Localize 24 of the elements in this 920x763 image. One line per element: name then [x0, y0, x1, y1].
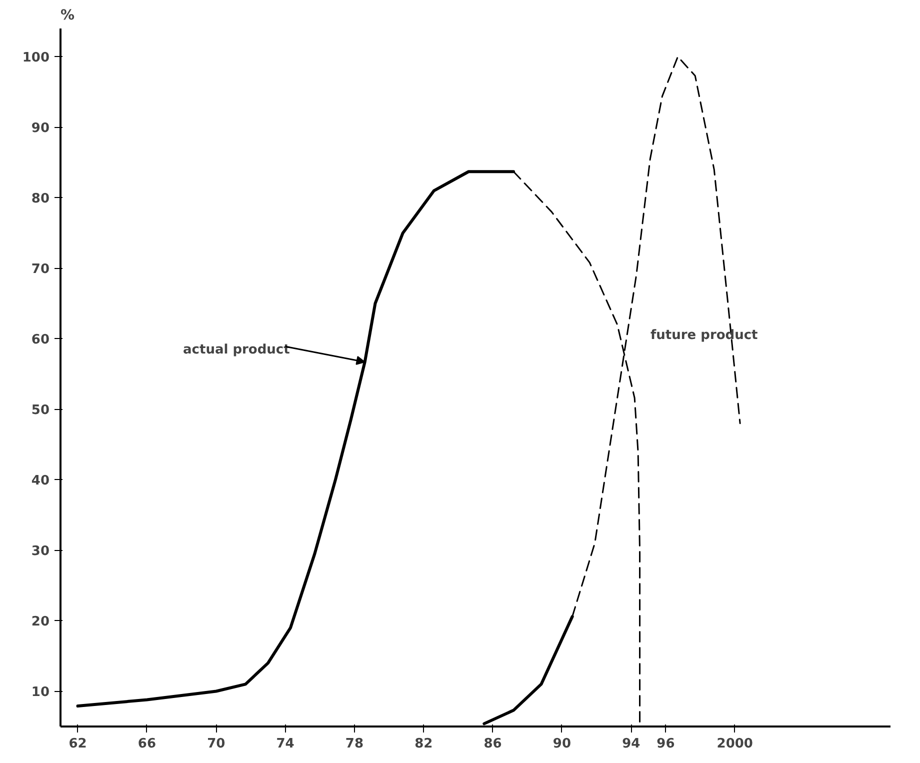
y-tick-label: 50 [31, 403, 50, 418]
x-tick-label: 90 [552, 736, 572, 752]
annotation: future product [650, 328, 758, 343]
y-axis-title: % [60, 8, 75, 24]
x-tick-label: 70 [207, 736, 226, 752]
annotation: actual product [183, 342, 290, 358]
y-tick-label: 100 [22, 50, 50, 66]
x-tick-label: 74 [276, 736, 294, 752]
y-tick-label: 70 [31, 262, 50, 278]
y-tick-label: 10 [31, 685, 50, 700]
y-tick-label: 90 [31, 121, 50, 136]
x-tick-label: 82 [414, 736, 433, 752]
x-tick-label: 96 [656, 736, 675, 752]
x-tick-label: 66 [138, 736, 156, 752]
x-tick-label: 86 [484, 736, 502, 752]
y-tick-label: 20 [31, 614, 50, 630]
x-tick-label: 78 [345, 736, 364, 752]
y-tick-label: 80 [31, 192, 50, 207]
y-tick-label: 60 [31, 332, 50, 348]
x-tick-label: 94 [622, 736, 640, 752]
x-tick-label: 62 [68, 736, 87, 752]
y-tick-label: 40 [31, 474, 50, 489]
y-tick-label: 30 [31, 544, 50, 560]
x-tick-label: 2000 [716, 736, 753, 752]
